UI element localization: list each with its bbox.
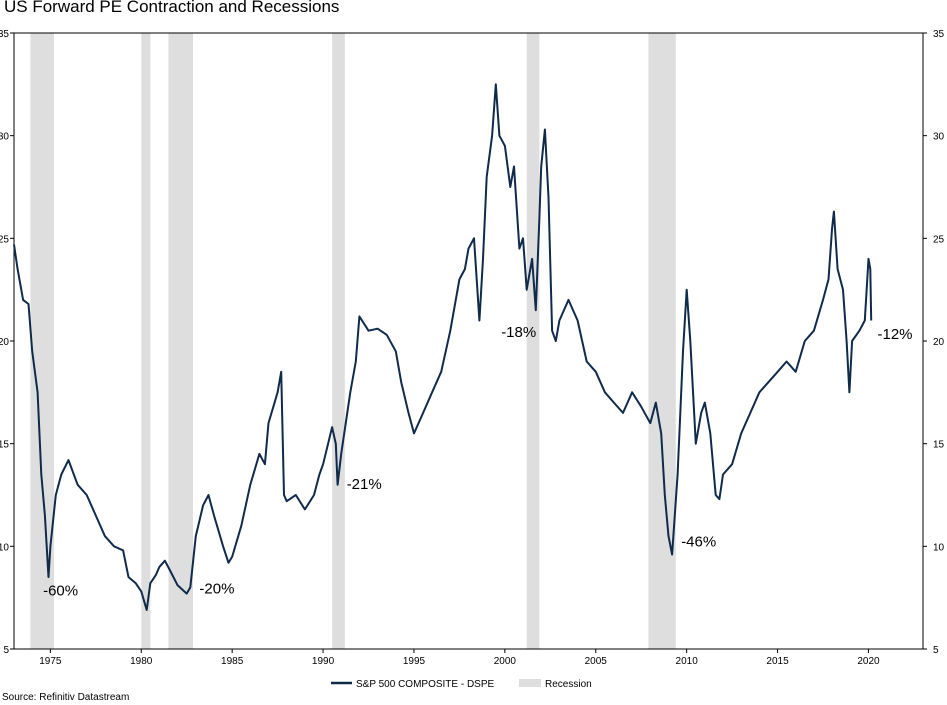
recession-band xyxy=(526,33,540,649)
annotation-label: -20% xyxy=(199,581,234,598)
x-tick-label: 1980 xyxy=(130,656,153,667)
y-tick-label-right: 20 xyxy=(933,337,945,348)
annotation-label: -18% xyxy=(501,324,536,341)
y-tick-label-right: 25 xyxy=(933,234,945,245)
x-tick-label: 1985 xyxy=(221,656,244,667)
y-tick-label-left: 35 xyxy=(0,29,9,40)
y-tick-label-left: 20 xyxy=(0,337,9,348)
x-tick-label: 1995 xyxy=(403,656,426,667)
legend-swatch-recession xyxy=(519,679,541,687)
x-tick-label: 1975 xyxy=(39,656,62,667)
legend-label-series: S&P 500 COMPOSITE - DSPE xyxy=(356,679,495,690)
x-tick-label: 2010 xyxy=(676,656,699,667)
annotation-label: -21% xyxy=(347,476,382,493)
x-tick-label: 2005 xyxy=(585,656,608,667)
y-tick-label-right: 15 xyxy=(933,440,945,451)
x-tick-label: 2020 xyxy=(857,656,880,667)
y-tick-label-right: 30 xyxy=(933,132,945,143)
recession-band xyxy=(168,33,193,649)
y-tick-label-right: 5 xyxy=(933,645,939,656)
annotation-label: -60% xyxy=(43,583,78,600)
recession-band xyxy=(141,33,151,649)
y-tick-label-left: 5 xyxy=(3,645,9,656)
source-note: Source: Refinitiv Datastream xyxy=(2,692,130,703)
annotation-label: -12% xyxy=(878,326,913,343)
recession-band xyxy=(30,33,54,649)
y-tick-label-right: 35 xyxy=(933,29,945,40)
legend: S&P 500 COMPOSITE - DSPE Recession xyxy=(331,679,592,690)
legend-label-recession: Recession xyxy=(545,679,592,690)
series-lines xyxy=(13,83,873,611)
x-tick-label: 1990 xyxy=(312,656,335,667)
y-tick-label-left: 25 xyxy=(0,234,9,245)
y-tick-label-left: 15 xyxy=(0,440,9,451)
series-line-sp500-forward-pe xyxy=(13,83,873,611)
x-tick-label: 2015 xyxy=(766,656,789,667)
y-tick-label-left: 10 xyxy=(0,542,9,553)
recession-band xyxy=(332,33,345,649)
chart-title: US Forward PE Contraction and Recessions xyxy=(4,0,340,16)
annotations: -60% -20% -21% -18% -46% -12% xyxy=(43,324,912,600)
y-tick-label-right: 10 xyxy=(933,542,945,553)
recession-bands xyxy=(30,33,676,649)
x-tick-label: 2000 xyxy=(494,656,517,667)
y-tick-label-left: 30 xyxy=(0,132,9,143)
recession-band xyxy=(648,33,676,649)
annotation-label: -46% xyxy=(681,533,716,550)
